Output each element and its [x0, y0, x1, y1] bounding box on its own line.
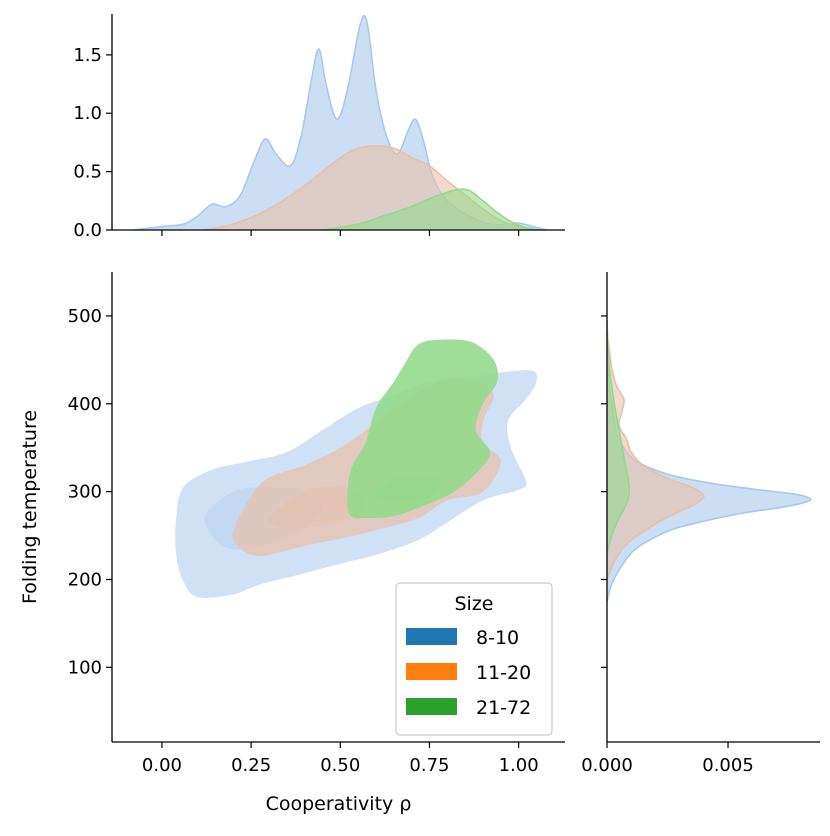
top-density-21-72 — [322, 189, 540, 230]
y-tick-label: 500 — [68, 306, 102, 327]
legend-title: Size — [454, 593, 493, 615]
top-marginal-series — [133, 14, 548, 231]
y-tick-label: 200 — [68, 569, 102, 590]
legend-swatch-8-10 — [406, 628, 457, 645]
legend-swatch-21-72 — [406, 698, 457, 715]
top-marginal-axes: 0.0 0.5 1.0 1.5 — [73, 14, 565, 241]
x-tick-label: 0.25 — [231, 755, 271, 776]
legend-label-21-72: 21-72 — [476, 697, 531, 719]
right-density-8-10 — [607, 320, 811, 602]
right-density-11-20 — [607, 333, 704, 580]
kde-regions — [175, 339, 538, 598]
x-tick-label: 0.00 — [142, 755, 182, 776]
legend-label-8-10: 8-10 — [476, 627, 519, 649]
right-marginal-panel: 0.000 0.005 — [581, 272, 820, 776]
right-density-line-11-20 — [606, 333, 705, 580]
top-density-8-10 — [133, 15, 548, 231]
legend: Size 8-10 11-20 21-72 — [395, 582, 553, 736]
top-y-tick-label: 1.0 — [73, 103, 102, 124]
legend-label-11-20: 11-20 — [476, 662, 531, 684]
y-tick-label: 300 — [68, 482, 102, 503]
right-density-line-21-72 — [606, 333, 631, 554]
kde-region-21-72 — [347, 339, 499, 519]
top-marginal-panel: 0.0 0.5 1.0 1.5 — [73, 14, 565, 241]
right-marginal-axes: 0.000 0.005 — [581, 272, 820, 776]
kde-core-11-20 — [268, 486, 367, 529]
x-tick-label: 1.00 — [499, 755, 539, 776]
x-axis-label: Cooperativity ρ — [266, 793, 412, 815]
top-y-tick-label: 1.5 — [73, 45, 102, 66]
top-density-line-21-72 — [322, 188, 541, 231]
x-tick-label: 0.75 — [409, 755, 449, 776]
top-y-tick-label: 0.0 — [73, 220, 102, 241]
kde-core-21-72 — [375, 475, 441, 503]
legend-swatch-11-20 — [406, 663, 457, 680]
main-axes: 0.00 0.25 0.50 0.75 1.00 100 200 300 400 500 — [68, 272, 565, 776]
right-x-tick-label: 0.000 — [581, 755, 633, 776]
right-density-21-72 — [607, 333, 630, 554]
right-x-tick-label: 0.005 — [702, 755, 754, 776]
main-kde-panel: 0.00 0.25 0.50 0.75 1.00 100 200 300 400 500 Coop… — [19, 272, 565, 815]
y-axis-label: Folding temperature — [19, 410, 41, 604]
x-tick-label: 0.50 — [320, 755, 360, 776]
top-y-tick-label: 0.5 — [73, 162, 102, 183]
y-tick-label: 100 — [68, 657, 102, 678]
y-tick-label: 400 — [68, 394, 102, 415]
legend-frame — [395, 582, 553, 736]
right-marginal-series — [606, 320, 812, 602]
